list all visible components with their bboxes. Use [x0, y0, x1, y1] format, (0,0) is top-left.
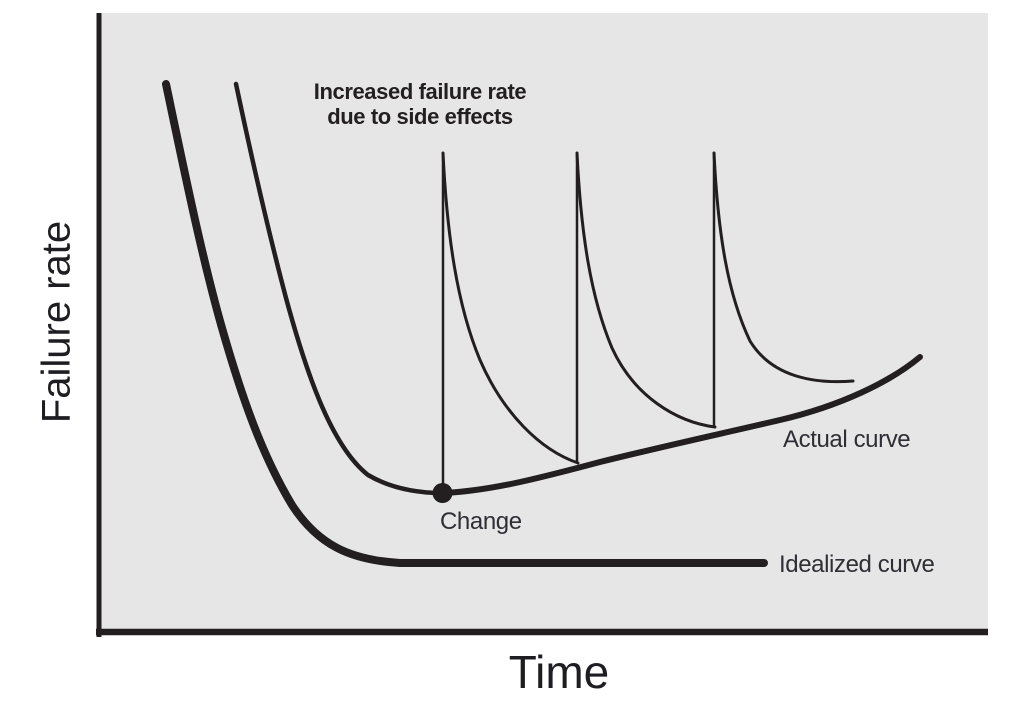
failure-rate-axis-label: Failure rate	[34, 220, 79, 424]
actual-curve-label: Actual curve	[783, 426, 911, 453]
actual-curve-rise	[440, 354, 923, 496]
spike-3-decay-curve	[712, 151, 855, 384]
idealized-curve	[162, 80, 768, 567]
spike-1-decay-curve	[441, 151, 580, 465]
plot-area	[101, 13, 988, 629]
spike-2-decay-curve	[575, 151, 717, 429]
change-point-dot	[432, 483, 453, 503]
idealized-curve-label: Idealized curve	[779, 551, 935, 578]
actual-curve-descent	[233, 81, 446, 496]
side-effects-annotation: Increased failure rate due to side effec…	[314, 79, 527, 129]
side-effects-annotation-line1: Increased failure rate	[313, 79, 527, 104]
change-label: Change	[440, 508, 522, 535]
side-effects-annotation-line2: due to side effects	[327, 104, 513, 129]
time-axis-label: Time	[508, 646, 610, 698]
